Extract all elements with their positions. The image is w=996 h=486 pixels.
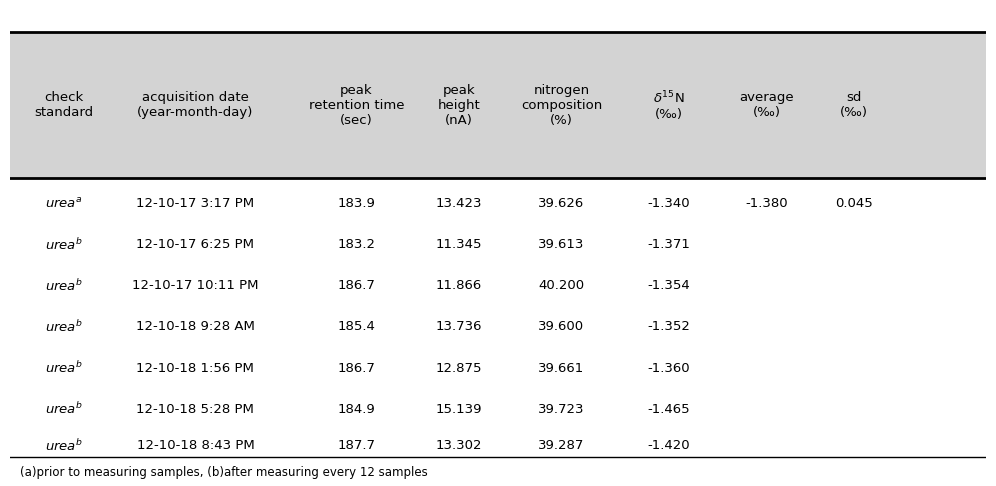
Text: urea$^{b}$: urea$^{b}$ bbox=[45, 278, 83, 294]
Text: -1.465: -1.465 bbox=[647, 403, 690, 416]
Text: 186.7: 186.7 bbox=[338, 279, 375, 292]
Text: -1.371: -1.371 bbox=[647, 238, 690, 251]
Text: 12-10-17 6:25 PM: 12-10-17 6:25 PM bbox=[136, 238, 254, 251]
Text: -1.354: -1.354 bbox=[647, 279, 690, 292]
Bar bbox=[10, 32, 986, 178]
Text: 185.4: 185.4 bbox=[338, 320, 375, 333]
Text: peak
height
(nA): peak height (nA) bbox=[437, 84, 480, 127]
Text: sd
(‰): sd (‰) bbox=[841, 91, 869, 120]
Text: urea$^{b}$: urea$^{b}$ bbox=[45, 401, 83, 417]
Text: 11.866: 11.866 bbox=[436, 279, 482, 292]
Text: 13.736: 13.736 bbox=[435, 320, 482, 333]
Text: 13.423: 13.423 bbox=[435, 197, 482, 210]
Text: urea$^{b}$: urea$^{b}$ bbox=[45, 438, 83, 453]
Text: acquisition date
(year-month-day): acquisition date (year-month-day) bbox=[137, 91, 254, 120]
Text: 12-10-18 5:28 PM: 12-10-18 5:28 PM bbox=[136, 403, 254, 416]
Text: urea$^{a}$: urea$^{a}$ bbox=[45, 196, 83, 210]
Text: 0.045: 0.045 bbox=[836, 197, 873, 210]
Text: 12-10-17 3:17 PM: 12-10-17 3:17 PM bbox=[136, 197, 254, 210]
Text: 39.723: 39.723 bbox=[538, 403, 585, 416]
Text: nitrogen
composition
(%): nitrogen composition (%) bbox=[521, 84, 602, 127]
Text: 39.600: 39.600 bbox=[539, 320, 585, 333]
Text: 39.613: 39.613 bbox=[538, 238, 585, 251]
Text: 183.2: 183.2 bbox=[338, 238, 375, 251]
Text: 183.9: 183.9 bbox=[338, 197, 375, 210]
Text: 187.7: 187.7 bbox=[338, 439, 375, 452]
Text: check
standard: check standard bbox=[34, 91, 94, 120]
Text: 12-10-18 9:28 AM: 12-10-18 9:28 AM bbox=[136, 320, 255, 333]
Text: 12.875: 12.875 bbox=[435, 362, 482, 375]
Text: $\delta^{15}$N
(‰): $\delta^{15}$N (‰) bbox=[653, 89, 684, 121]
Text: 12-10-18 1:56 PM: 12-10-18 1:56 PM bbox=[136, 362, 254, 375]
Text: -1.420: -1.420 bbox=[647, 439, 690, 452]
Text: 12-10-18 8:43 PM: 12-10-18 8:43 PM bbox=[136, 439, 254, 452]
Text: 15.139: 15.139 bbox=[435, 403, 482, 416]
Text: (a)prior to measuring samples, (b)after measuring every 12 samples: (a)prior to measuring samples, (b)after … bbox=[20, 466, 427, 479]
Text: urea$^{b}$: urea$^{b}$ bbox=[45, 360, 83, 376]
Text: average
(‰): average (‰) bbox=[739, 91, 794, 120]
Text: 186.7: 186.7 bbox=[338, 362, 375, 375]
Text: -1.352: -1.352 bbox=[647, 320, 690, 333]
Text: urea$^{b}$: urea$^{b}$ bbox=[45, 319, 83, 335]
Text: 11.345: 11.345 bbox=[435, 238, 482, 251]
Text: 13.302: 13.302 bbox=[435, 439, 482, 452]
Text: urea$^{b}$: urea$^{b}$ bbox=[45, 237, 83, 253]
Text: 12-10-17 10:11 PM: 12-10-17 10:11 PM bbox=[132, 279, 259, 292]
Text: -1.360: -1.360 bbox=[647, 362, 690, 375]
Text: 40.200: 40.200 bbox=[539, 279, 585, 292]
Text: 39.626: 39.626 bbox=[538, 197, 585, 210]
Text: -1.340: -1.340 bbox=[647, 197, 690, 210]
Text: 184.9: 184.9 bbox=[338, 403, 375, 416]
Text: 39.287: 39.287 bbox=[538, 439, 585, 452]
Text: -1.380: -1.380 bbox=[745, 197, 788, 210]
Text: 39.661: 39.661 bbox=[538, 362, 585, 375]
Text: peak
retention time
(sec): peak retention time (sec) bbox=[309, 84, 404, 127]
